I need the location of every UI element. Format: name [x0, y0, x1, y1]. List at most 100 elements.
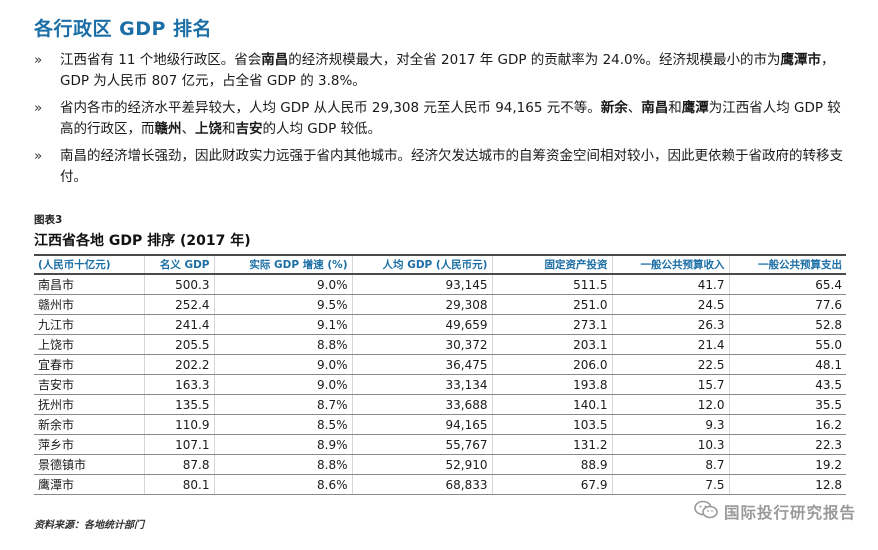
value-cell: 48.1: [728, 354, 846, 375]
value-cell: 206.0: [491, 354, 612, 375]
city-cell: 赣州市: [34, 294, 144, 315]
table-row: 鹰潭市 80.1 8.6% 68,833 67.9 7.5 12.8: [34, 474, 846, 495]
bold-city: 南昌: [261, 52, 289, 68]
value-cell: 8.8%: [213, 334, 352, 355]
value-cell: 9.0%: [213, 274, 352, 295]
bullet-text: 的经济规模最大，对全省 2017 年 GDP 的贡献率为 24.0%。经济规模最…: [288, 52, 781, 68]
value-cell: 52.8: [728, 314, 846, 335]
column-header: 实际 GDP 增速 (%): [213, 254, 352, 275]
city-cell: 景德镇市: [34, 454, 144, 475]
table-row: 吉安市 163.3 9.0% 33,134 193.8 15.7 43.5: [34, 374, 846, 395]
bold-city: 新余: [600, 100, 628, 116]
value-cell: 107.1: [143, 434, 214, 455]
value-cell: 36,475: [351, 354, 492, 375]
table-row: 南昌市 500.3 9.0% 93,145 511.5 41.7 65.4: [34, 274, 846, 295]
city-cell: 鹰潭市: [34, 474, 144, 495]
city-cell: 萍乡市: [34, 434, 144, 455]
value-cell: 251.0: [491, 294, 612, 315]
value-cell: 29,308: [351, 294, 492, 315]
value-cell: 22.5: [611, 354, 729, 375]
page-title: 各行政区 GDP 排名: [34, 18, 213, 40]
city-cell: 宜春市: [34, 354, 144, 375]
value-cell: 68,833: [351, 474, 492, 495]
bullet-text: 的人均 GDP 较低。: [262, 121, 382, 137]
table-row: 赣州市 252.4 9.5% 29,308 251.0 24.5 77.6: [34, 294, 846, 315]
column-header: 人均 GDP (人民币元): [351, 254, 492, 275]
bullet-item: » 南昌的经济增长强劲，因此财政实力远强于省内其他城市。经济欠发达城市的自筹资金…: [34, 146, 854, 188]
value-cell: 202.2: [143, 354, 214, 375]
value-cell: 103.5: [491, 414, 612, 435]
bullet-text: 和: [222, 121, 236, 137]
value-cell: 131.2: [491, 434, 612, 455]
table-row: 景德镇市 87.8 8.8% 52,910 88.9 8.7 19.2: [34, 454, 846, 475]
bullet-marker: »: [34, 148, 43, 164]
value-cell: 16.2: [728, 414, 846, 435]
city-cell: 抚州市: [34, 394, 144, 415]
value-cell: 30,372: [351, 334, 492, 355]
column-header: (人民币十亿元): [34, 254, 144, 275]
value-cell: 88.9: [491, 454, 612, 475]
value-cell: 10.3: [611, 434, 729, 455]
gdp-table: (人民币十亿元) 名义 GDP 实际 GDP 增速 (%) 人均 GDP (人民…: [34, 254, 846, 495]
value-cell: 24.5: [611, 294, 729, 315]
value-cell: 9.5%: [213, 294, 352, 315]
city-cell: 吉安市: [34, 374, 144, 395]
value-cell: 252.4: [143, 294, 214, 315]
value-cell: 43.5: [728, 374, 846, 395]
value-cell: 8.7%: [213, 394, 352, 415]
watermark: 国际投行研究报告: [694, 500, 856, 524]
table-row: 宜春市 202.2 9.0% 36,475 206.0 22.5 48.1: [34, 354, 846, 375]
bullet-marker: »: [34, 100, 43, 116]
bullet-text: 、: [627, 100, 642, 116]
value-cell: 19.2: [728, 454, 846, 475]
value-cell: 9.0%: [213, 354, 352, 375]
value-cell: 8.7: [611, 454, 729, 475]
value-cell: 35.5: [728, 394, 846, 415]
value-cell: 9.0%: [213, 374, 352, 395]
bullet-text: 省内各市的经济水平差异较大，人均 GDP 从人民币 29,308 元至人民币 9…: [60, 100, 601, 116]
value-cell: 511.5: [491, 274, 612, 295]
value-cell: 193.8: [491, 374, 612, 395]
value-cell: 65.4: [728, 274, 846, 295]
value-cell: 7.5: [611, 474, 729, 495]
bullet-text: 江西省有 11 个地级行政区。省会: [60, 52, 262, 68]
bullet-list: » 江西省有 11 个地级行政区。省会南昌的经济规模最大，对全省 2017 年 …: [34, 50, 854, 194]
value-cell: 33,134: [351, 374, 492, 395]
table-row: 萍乡市 107.1 8.9% 55,767 131.2 10.3 22.3: [34, 434, 846, 455]
watermark-text: 国际投行研究报告: [723, 504, 856, 522]
value-cell: 8.6%: [213, 474, 352, 495]
value-cell: 67.9: [491, 474, 612, 495]
value-cell: 12.0: [611, 394, 729, 415]
bold-city: 南昌: [641, 100, 669, 116]
value-cell: 87.8: [143, 454, 214, 475]
figure-label: 图表3: [34, 214, 63, 226]
value-cell: 77.6: [728, 294, 846, 315]
bullet-text: 和: [668, 100, 682, 116]
value-cell: 8.8%: [213, 454, 352, 475]
bullet-item: » 江西省有 11 个地级行政区。省会南昌的经济规模最大，对全省 2017 年 …: [34, 50, 854, 92]
bullet-text: 南昌的经济增长强劲，因此财政实力远强于省内其他城市。经济欠发达城市的自筹资金空间…: [60, 148, 843, 185]
column-header: 一般公共预算收入: [611, 254, 729, 275]
bullet-text: 为江西省人均 GDP 较高的行政区，而: [60, 100, 841, 137]
value-cell: 26.3: [611, 314, 729, 335]
value-cell: 21.4: [611, 334, 729, 355]
bold-city: 鹰潭: [681, 100, 709, 116]
value-cell: 140.1: [491, 394, 612, 415]
bullet-marker: »: [34, 52, 43, 68]
value-cell: 500.3: [143, 274, 214, 295]
bullet-text: ，GDP 为人民币 807 亿元，占全省 GDP 的 3.8%。: [60, 52, 835, 89]
table-header-row: (人民币十亿元) 名义 GDP 实际 GDP 增速 (%) 人均 GDP (人民…: [34, 254, 846, 275]
value-cell: 12.8: [728, 474, 846, 495]
value-cell: 203.1: [491, 334, 612, 355]
city-cell: 南昌市: [34, 274, 144, 295]
table-row: 九江市 241.4 9.1% 49,659 273.1 26.3 52.8: [34, 314, 846, 335]
value-cell: 8.9%: [213, 434, 352, 455]
column-header: 名义 GDP: [143, 254, 214, 275]
value-cell: 9.1%: [213, 314, 352, 335]
value-cell: 241.4: [143, 314, 214, 335]
column-header: 一般公共预算支出: [728, 254, 846, 275]
table-row: 抚州市 135.5 8.7% 33,688 140.1 12.0 35.5: [34, 394, 846, 415]
figure-title: 江西省各地 GDP 排序 (2017 年): [34, 233, 251, 249]
value-cell: 163.3: [143, 374, 214, 395]
value-cell: 55,767: [351, 434, 492, 455]
